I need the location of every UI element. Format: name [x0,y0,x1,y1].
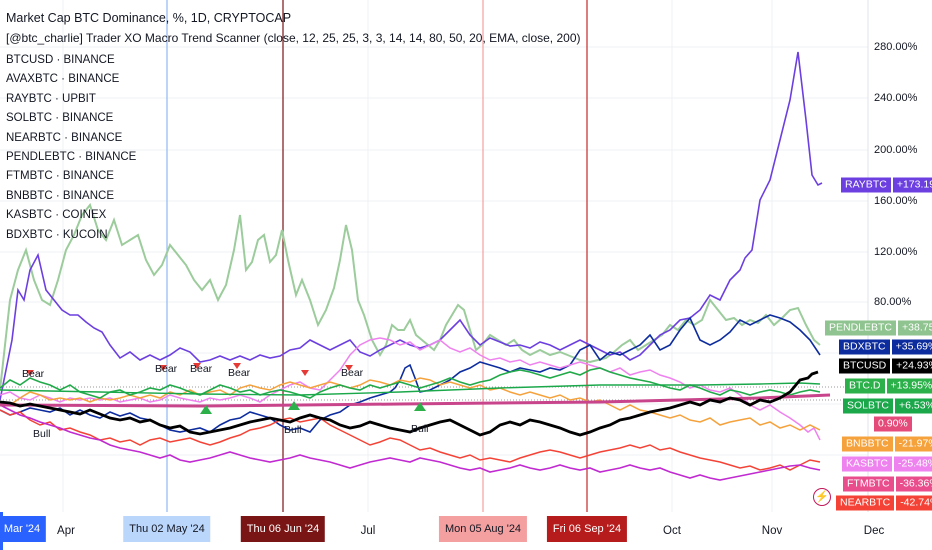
y-axis-label: 240.00% [874,92,918,104]
bear-signal-label: Bear [22,368,45,380]
y-axis-label: 160.00% [874,195,918,207]
x-axis-label: Apr [57,525,75,537]
price-tag-nearbtc: NEARBTC -42.74% [836,495,932,511]
price-tag-btcusd: BTCUSD +24.93% [839,358,932,374]
bear-signal-label: Bear [341,367,364,379]
y-axis-label: 80.00% [874,296,912,308]
legend-item-avaxbtc[interactable]: AVAXBTC · BINANCE [6,73,120,86]
indicator-subtitle: [@btc_charlie] Trader XO Macro Trend Sca… [6,31,581,45]
legend-item-kasbtc[interactable]: KASBTC · COINEX [6,209,107,222]
x-axis-start-label: Mar '24 [0,516,47,542]
bull-signal-label: Bull [411,423,429,435]
x-axis-highlight: Fri 06 Sep '24 [546,516,628,542]
x-axis-highlight: Thu 02 May '24 [123,516,211,542]
bear-signal-label: Bear [190,363,213,375]
symbol-legend: BTCUSD · BINANCE AVAXBTC · BINANCE RAYBT… [6,51,136,245]
legend-item-btcusd[interactable]: BTCUSD · BINANCE [6,54,115,66]
legend-item-solbtc[interactable]: SOLBTC · BINANCE [6,112,114,125]
price-tag-pendlebtc: PENDLEBTC +38.75% [825,320,932,336]
bear-signal-label: Bear [155,363,178,375]
x-axis-label: Oct [663,525,681,537]
y-axis-label: 120.00% [874,246,918,258]
legend-item-ftmbtc[interactable]: FTMBTC · BINANCE [6,170,114,183]
price-tag-kasbtc: KASBTC -25.48% [842,456,932,472]
x-axis-label: Jul [360,525,376,537]
price-tag-ftmbtc: FTMBTC -36.36% [843,476,932,492]
price-tag-scanner: 0.90% [872,416,912,432]
legend-item-bdxbtc[interactable]: BDXBTC · KUCOIN [6,228,108,241]
chart-title: Market Cap BTC Dominance, %, 1D, CRYPTOC… [6,11,292,25]
y-axis-label: 200.00% [874,144,918,156]
x-axis-highlight: Thu 06 Jun '24 [240,516,326,542]
lightning-icon[interactable]: ⚡ [813,488,831,506]
bear-signal-label: Bear [228,367,251,379]
legend-item-nearbtc[interactable]: NEARBTC · BINANCE [6,131,123,144]
price-tag-raybtc: RAYBTC +173.19% [841,177,932,193]
legend-item-raybtc[interactable]: RAYBTC · UPBIT [6,92,96,105]
legend-item-bnbbtc[interactable]: BNBBTC · BINANCE [6,189,114,202]
x-axis-highlight: Mon 05 Aug '24 [438,516,528,542]
price-tag-bnbbtc: BNBBTC -21.97% [842,436,932,452]
y-axis-label: 280.00% [874,41,918,53]
price-tag-btc-d: BTC.D +13.95% [845,378,932,394]
price-tag-solbtc: SOLBTC +6.53% [843,398,932,414]
legend-item-pendlebtc[interactable]: PENDLEBTC · BINANCE [6,151,137,164]
price-tag-bdxbtc: BDXBTC +35.69% [839,339,932,355]
bull-signal-label: Bull [33,428,51,440]
x-axis-label: Dec [863,525,885,537]
bull-signal-label: Bull [284,424,302,436]
x-axis-label: Nov [761,525,783,537]
